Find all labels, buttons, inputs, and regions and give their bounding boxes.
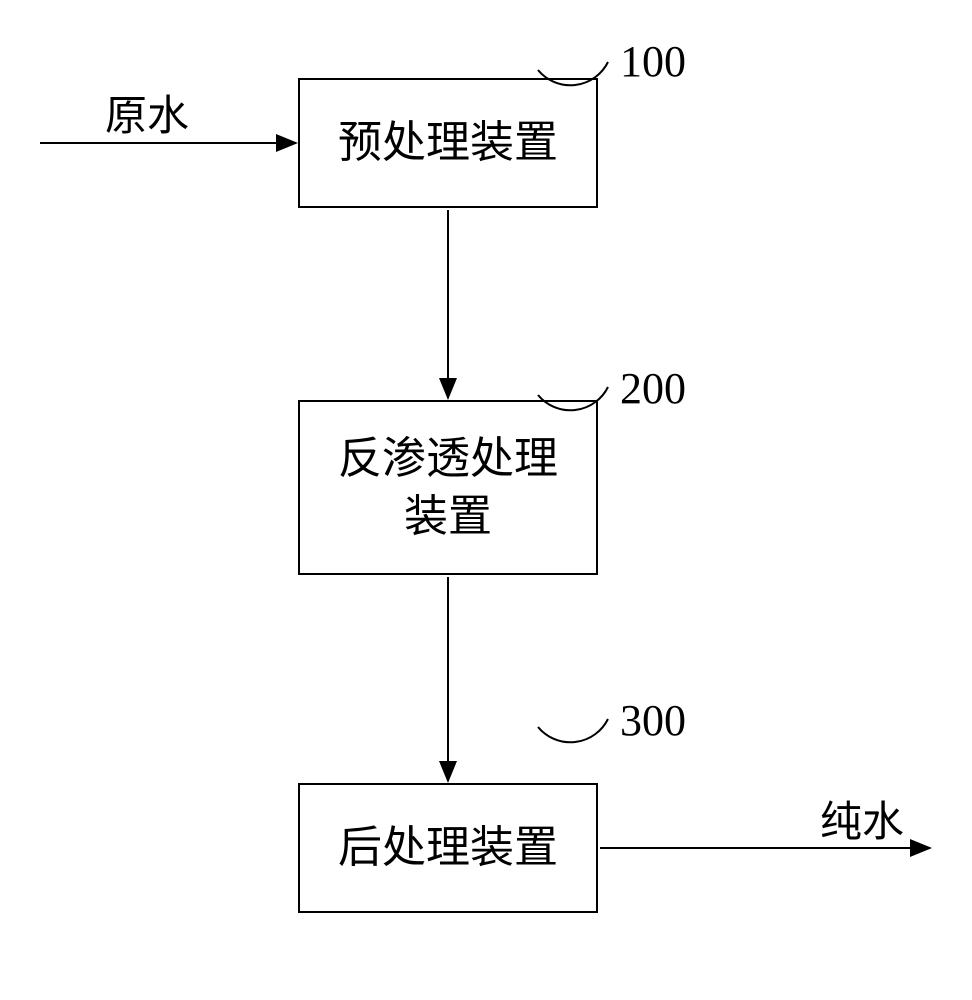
callout-number-200: 200	[620, 363, 686, 414]
node-label: 预处理装置	[338, 114, 558, 171]
callout-arc-300	[538, 719, 608, 742]
input-label-raw-water: 原水	[105, 82, 189, 143]
node-reverse-osmosis: 反渗透处理 装置	[298, 400, 598, 575]
node-label: 后处理装置	[338, 819, 558, 876]
output-label-pure-water: 纯水	[820, 788, 904, 849]
callout-number-100: 100	[620, 36, 686, 87]
callout-number-300: 300	[620, 695, 686, 746]
node-posttreatment: 后处理装置	[298, 783, 598, 913]
node-pretreatment: 预处理装置	[298, 78, 598, 208]
node-label: 反渗透处理 装置	[338, 430, 558, 544]
